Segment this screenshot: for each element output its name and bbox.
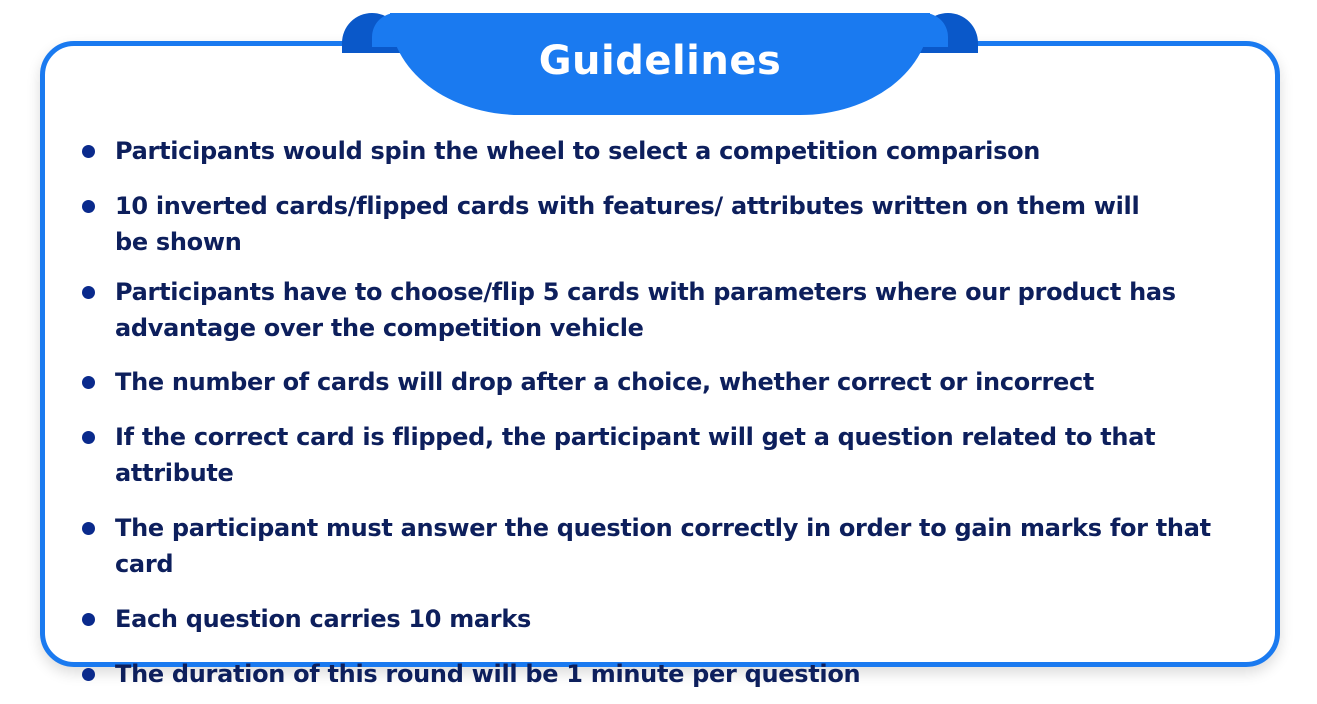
list-item-text: Participants would spin the wheel to sel… xyxy=(115,137,1041,165)
list-item: Each question carries 10 marks xyxy=(80,601,1260,637)
list-item-text: The number of cards will drop after a ch… xyxy=(115,368,1095,396)
page-title: Guidelines xyxy=(538,38,782,84)
guidelines-list: Participants would spin the wheel to sel… xyxy=(80,133,1260,692)
list-item-text: Each question carries 10 marks xyxy=(115,605,531,633)
bullet-icon xyxy=(82,200,95,213)
bullet-icon xyxy=(82,668,95,681)
bullet-icon xyxy=(82,286,95,299)
list-item-text: If the correct card is flipped, the part… xyxy=(115,423,1156,487)
list-item-text: The duration of this round will be 1 min… xyxy=(115,660,861,688)
bullet-icon xyxy=(82,613,95,626)
bullet-icon xyxy=(82,145,95,158)
bullet-icon xyxy=(82,376,95,389)
header-tab xyxy=(390,13,930,115)
list-item: 10 inverted cards/flipped cards with fea… xyxy=(80,188,1145,260)
list-item: The duration of this round will be 1 min… xyxy=(80,656,1260,692)
list-item-text: 10 inverted cards/flipped cards with fea… xyxy=(115,192,1140,256)
list-item: The number of cards will drop after a ch… xyxy=(80,364,1260,400)
bullet-icon xyxy=(82,522,95,535)
list-item: The participant must answer the question… xyxy=(80,510,1260,582)
bullet-icon xyxy=(82,431,95,444)
list-item-text: The participant must answer the question… xyxy=(115,514,1211,578)
list-item-text: Participants have to choose/flip 5 cards… xyxy=(115,278,1176,342)
list-item: Participants would spin the wheel to sel… xyxy=(80,133,1260,169)
guidelines-card xyxy=(40,41,1280,667)
list-item: If the correct card is flipped, the part… xyxy=(80,419,1260,491)
list-item: Participants have to choose/flip 5 cards… xyxy=(80,274,1190,346)
